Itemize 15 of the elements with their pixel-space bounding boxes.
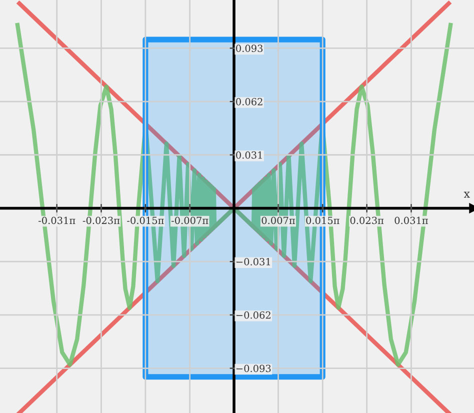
x-tick-label: -0.007π bbox=[171, 216, 208, 224]
y-tick-label: 0.093 bbox=[236, 44, 263, 52]
x-axis-title: x bbox=[464, 192, 470, 198]
x-tick-label: 0.023π bbox=[350, 216, 384, 224]
y-tick-label: 0.031 bbox=[236, 151, 262, 159]
x-tick-label: -0.023π bbox=[82, 216, 120, 224]
x-tick-label: 0.007π bbox=[262, 216, 295, 224]
y-tick-label: −0.062 bbox=[236, 311, 270, 319]
x-tick-label: -0.031π bbox=[38, 216, 76, 224]
x-tick-label: 0.015π bbox=[306, 216, 340, 224]
y-tick-label: −0.031 bbox=[236, 258, 270, 266]
y-tick-label: 0.062 bbox=[236, 98, 262, 106]
y-tick-label: −0.093 bbox=[236, 364, 271, 372]
x-tick-label: 0.031π bbox=[394, 216, 428, 224]
x-tick-label: -0.015π bbox=[127, 216, 164, 224]
